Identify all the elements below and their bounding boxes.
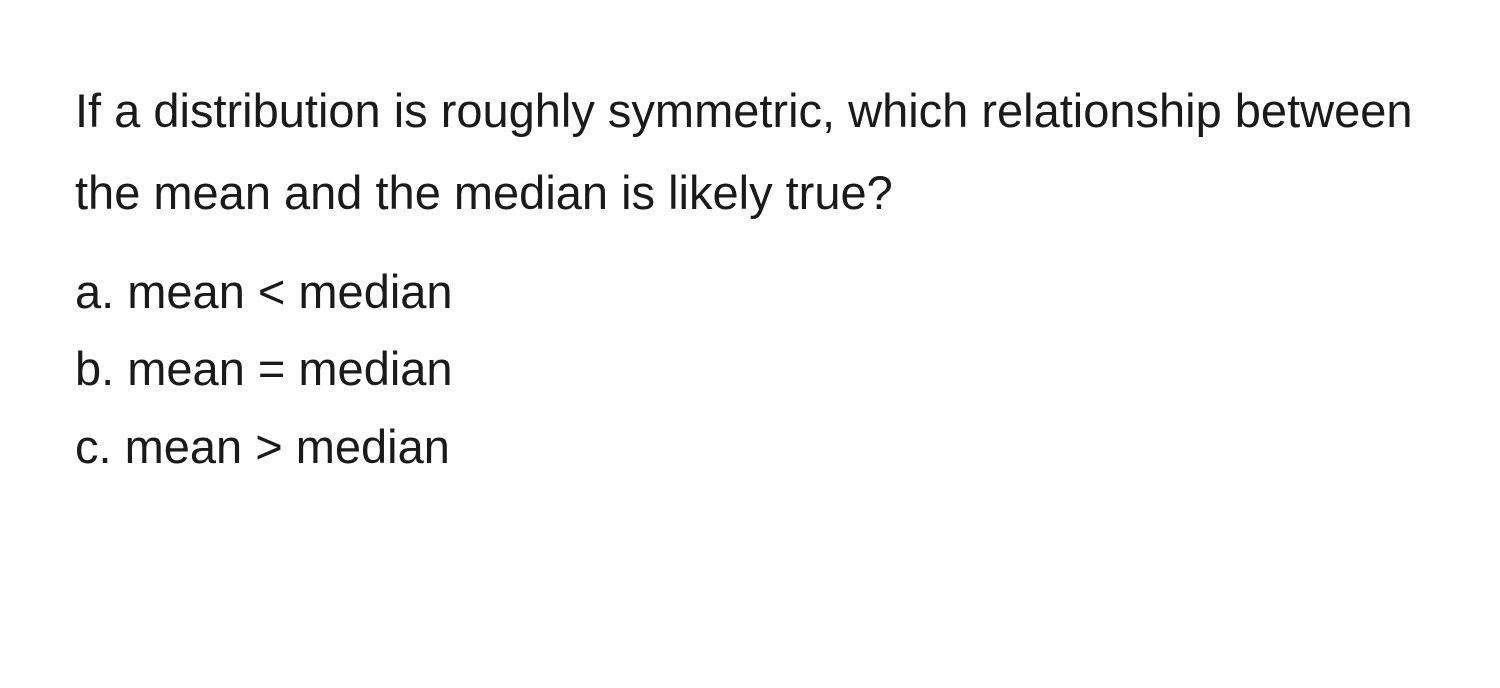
- option-c: c. mean > median: [75, 408, 1425, 486]
- option-c-text: mean > median: [125, 420, 450, 473]
- option-a: a. mean < median: [75, 253, 1425, 331]
- option-a-text: mean < median: [127, 265, 452, 318]
- option-b-text: mean = median: [127, 342, 452, 395]
- option-b: b. mean = median: [75, 330, 1425, 408]
- option-b-letter: b: [75, 342, 101, 395]
- option-c-letter: c: [75, 420, 99, 473]
- option-a-letter: a: [75, 265, 101, 318]
- question-text: If a distribution is roughly symmetric, …: [75, 70, 1425, 235]
